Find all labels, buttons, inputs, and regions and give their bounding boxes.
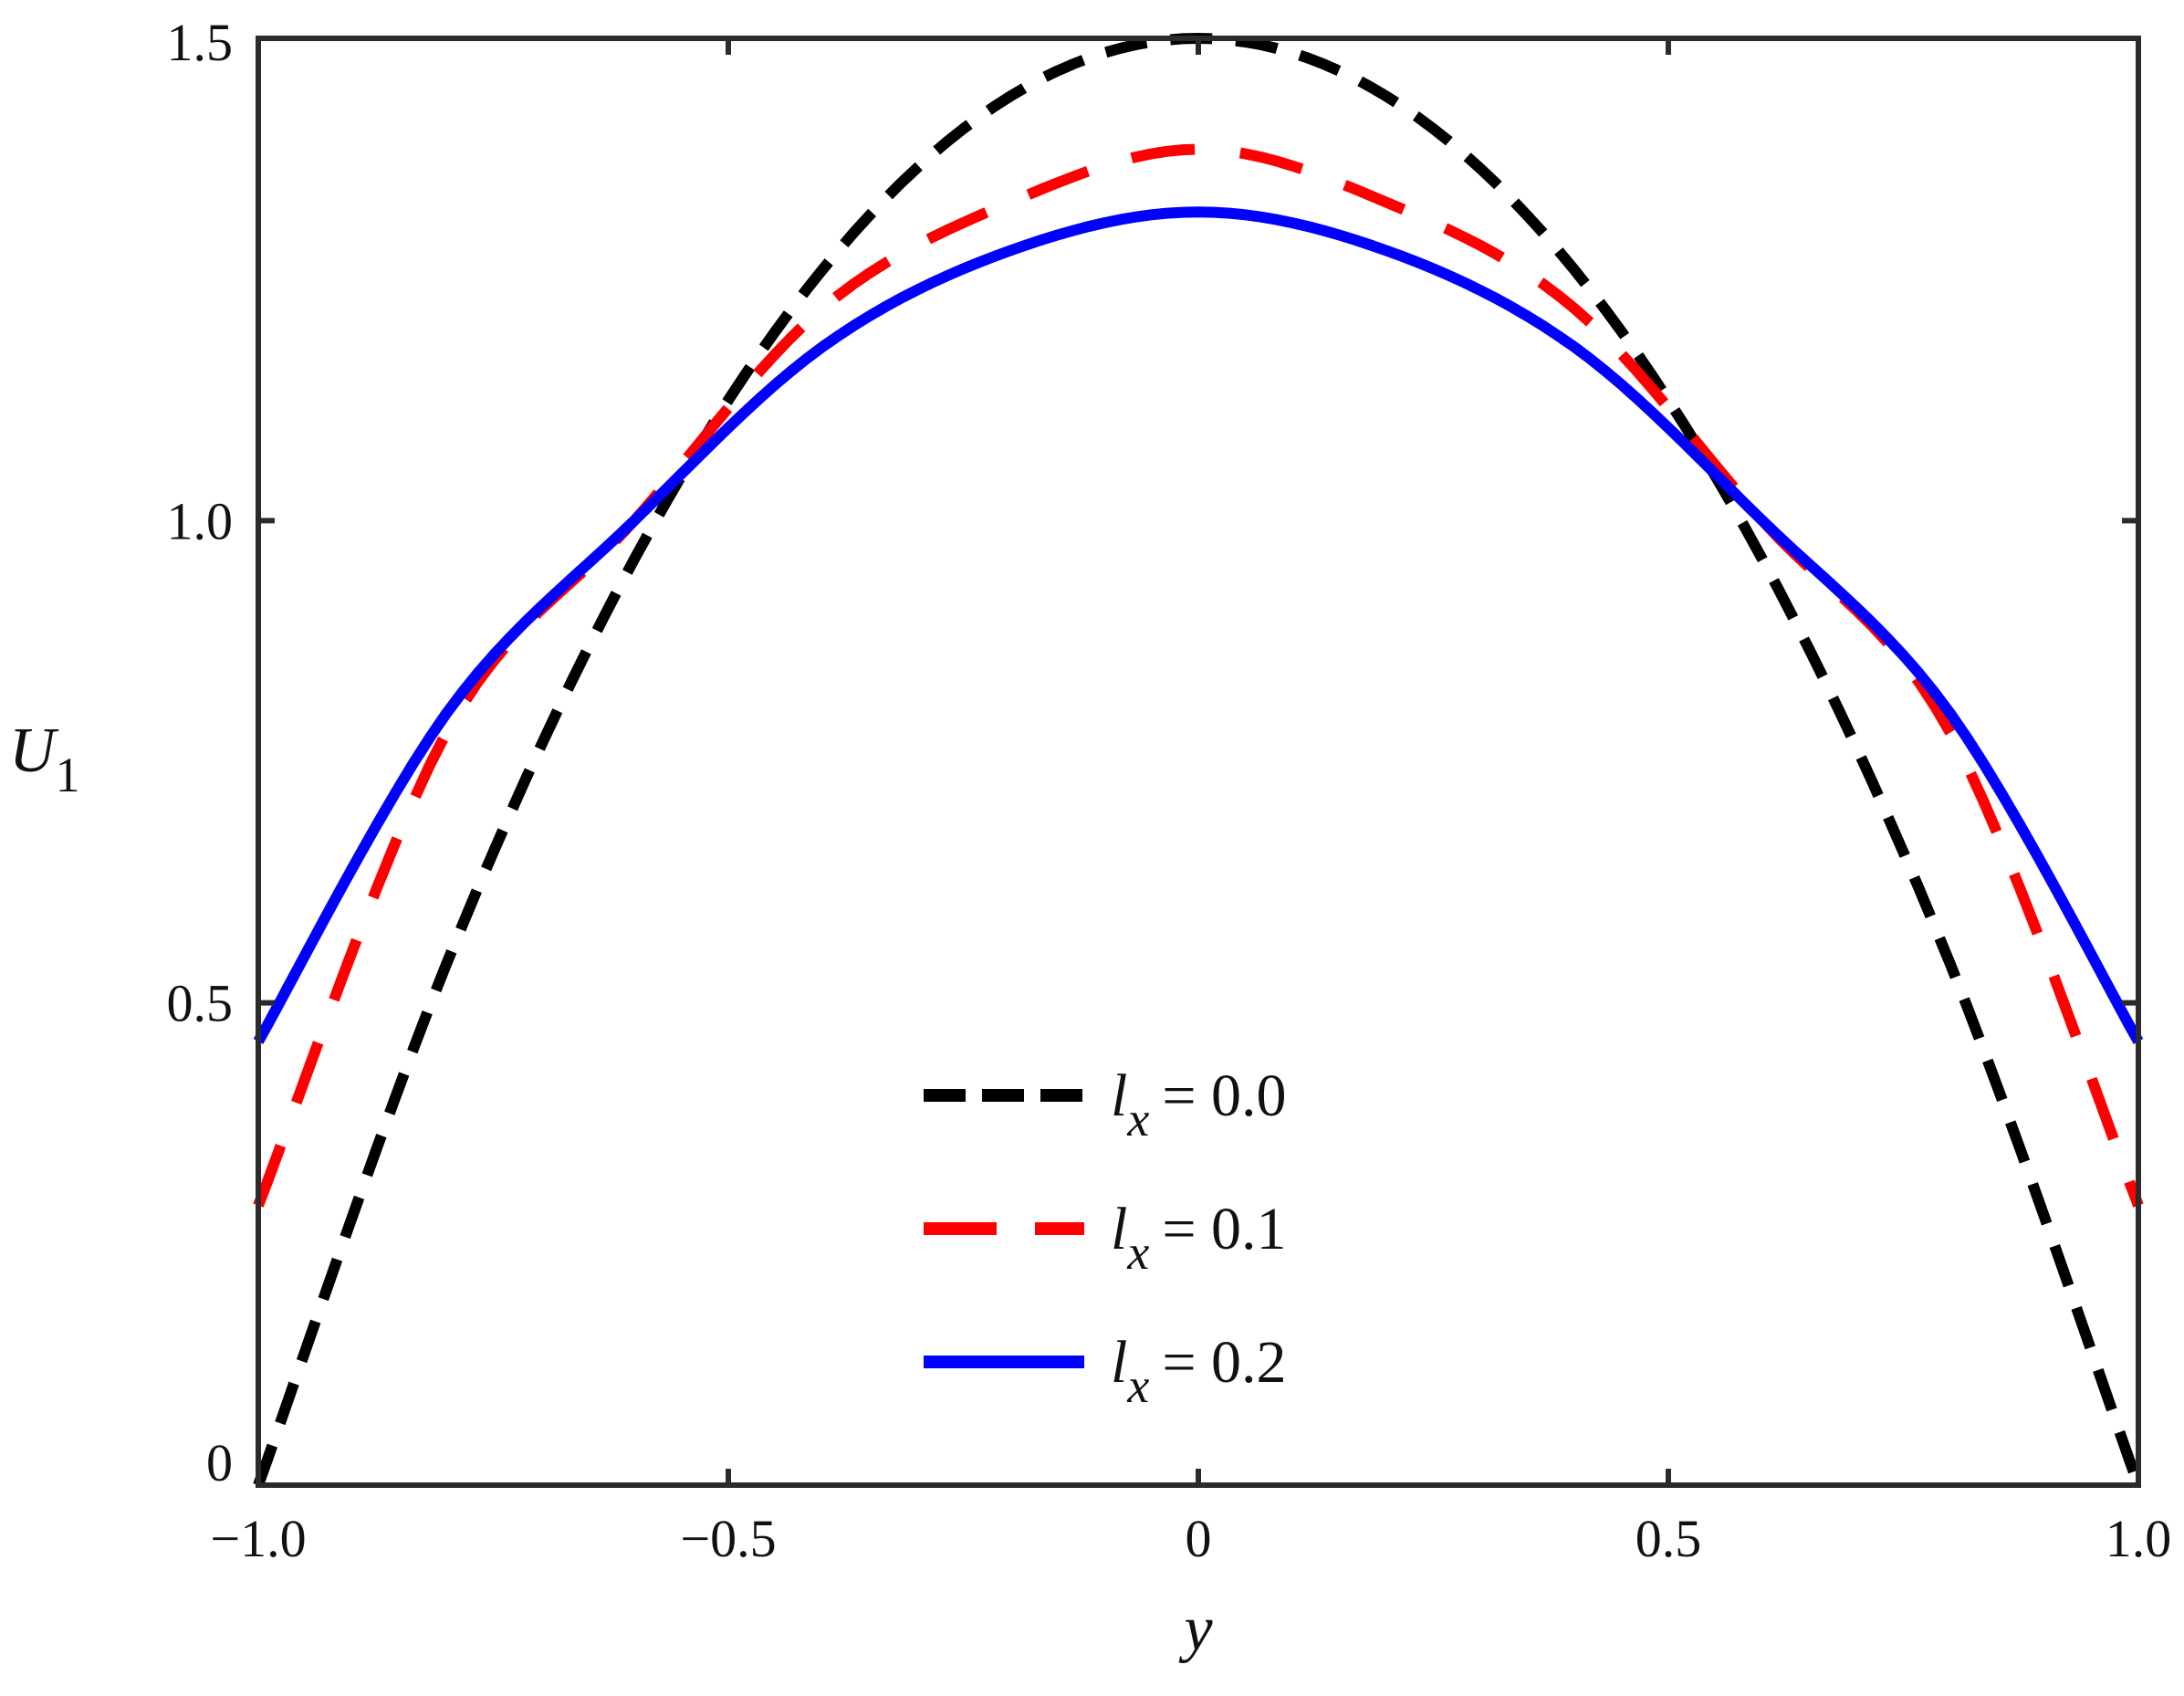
x-tick-label: −1.0 — [210, 1509, 306, 1568]
series-layer — [253, 33, 2144, 1488]
legend-label-2: lx = 0.2 — [1111, 1329, 1287, 1413]
y-tick-label: 1.0 — [167, 491, 234, 550]
x-axis-label: y — [1178, 1594, 1213, 1664]
axis-labels: y U1 — [9, 716, 1213, 1664]
x-tick-label: 0 — [1186, 1509, 1212, 1568]
y-tick-label: 1.5 — [167, 13, 234, 72]
legend-subscript: x — [1126, 1225, 1149, 1280]
legend-value: = 0.0 — [1162, 1063, 1286, 1129]
legend-subscript: x — [1126, 1358, 1149, 1413]
x-tick-label: 1.0 — [2106, 1509, 2172, 1568]
plot-frame — [256, 36, 2141, 1488]
series-line-0 — [253, 33, 2144, 1488]
legend: lx = 0.0lx = 0.1lx = 0.2 — [924, 1063, 1287, 1413]
y-tick-label: 0.5 — [167, 974, 234, 1033]
series-line-2 — [253, 206, 2144, 1044]
legend-var: l — [1111, 1063, 1127, 1129]
legend-var: l — [1111, 1196, 1127, 1262]
y-axis-label-subscript: 1 — [56, 748, 80, 802]
series-line-1 — [253, 143, 2144, 1208]
y-axis-label-main: U — [9, 716, 59, 786]
y-tick-label: 0 — [206, 1433, 233, 1492]
x-tick-label: −0.5 — [680, 1509, 776, 1568]
axis-ticks: −1.0 −0.5 0 0.5 1.0 0 0.5 1.0 1.5 — [167, 13, 2172, 1568]
legend-value: = 0.1 — [1162, 1196, 1286, 1262]
x-tick-label: 0.5 — [1635, 1509, 1702, 1568]
legend-label-0: lx = 0.0 — [1111, 1063, 1287, 1146]
legend-label-1: lx = 0.1 — [1111, 1196, 1287, 1280]
legend-value: = 0.2 — [1162, 1329, 1286, 1396]
legend-var: l — [1111, 1329, 1127, 1396]
y-axis-label: U1 — [9, 716, 80, 802]
legend-subscript: x — [1126, 1092, 1149, 1146]
